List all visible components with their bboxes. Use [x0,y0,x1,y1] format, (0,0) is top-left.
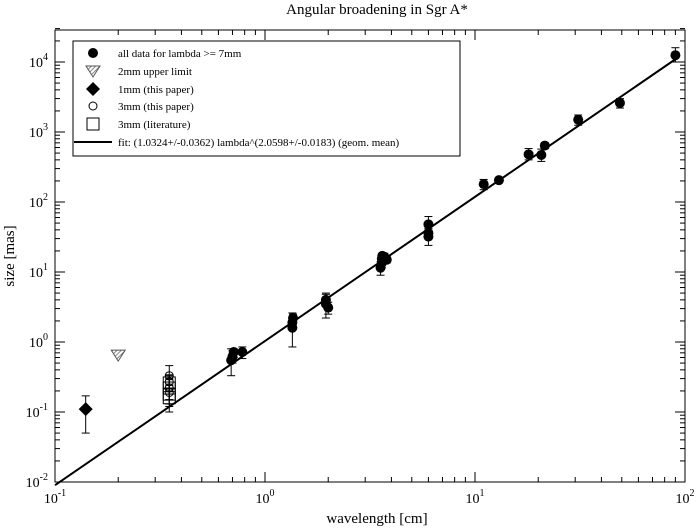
data-point-all-data [228,346,239,357]
plot-frame [54,29,686,483]
legend-label-3mm-literature: 3mm (literature) [118,119,191,131]
legend-symbol [88,101,98,111]
y-tick-label: 100 [29,332,48,351]
legend: all data for lambda >= 7mm 2mm upper lim… [72,40,461,157]
legend-symbol [86,117,100,131]
y-axis-label: size [mas] [2,225,18,286]
data-point-all-data [381,254,392,265]
data-point-all-data [323,302,334,313]
x-axis-label: wavelength [cm] [326,511,427,527]
data-point-all-data [539,140,550,151]
legend-box [72,40,461,157]
data-point-1mm-this-paper [78,402,93,417]
legend-label-fit: fit: (1.0324+/-0.0362) lambda^(2.0598+/-… [118,137,400,149]
x-tick-label: 101 [466,488,485,507]
data-point-all-data [237,346,248,357]
data-point-all-data [573,114,584,125]
y-tick-label: 102 [29,192,48,211]
x-tick-label: 100 [256,488,275,507]
legend-label-1mm-this-paper: 1mm (this paper) [118,84,194,96]
legend-symbol [86,82,100,96]
data-point-all-data [288,313,299,324]
data-point-all-data [493,175,504,186]
data-point-2mm-upper-limit [110,349,127,363]
legend-symbol [88,48,98,58]
data-point-all-data [478,179,489,190]
data-point-all-data [523,149,534,160]
data-point-3mm-literature [162,391,176,405]
legend-label-all-data: all data for lambda >= 7mm [118,48,242,60]
data-markers [78,47,681,434]
y-tick-label: 103 [29,122,48,141]
axis-ticks [54,28,686,483]
y-tick-label: 101 [29,262,48,281]
legend-label-2mm-upper-limit: 2mm upper limit [118,66,192,78]
fit-line [54,58,676,487]
x-tick-label: 10-1 [44,488,66,507]
y-tick-label: 10-1 [26,402,48,421]
data-point-all-data [423,219,434,230]
x-tick-label: 102 [676,488,695,507]
legend-symbol [85,65,101,78]
data-point-all-data [670,50,681,61]
chart-title: Angular broadening in Sgr A* [286,2,468,18]
data-point-all-data [614,97,625,108]
legend-label-3mm-this-paper: 3mm (this paper) [118,101,194,113]
y-tick-label: 104 [29,52,48,71]
y-tick-label: 10-2 [26,472,48,491]
data-point-all-data [536,149,547,160]
